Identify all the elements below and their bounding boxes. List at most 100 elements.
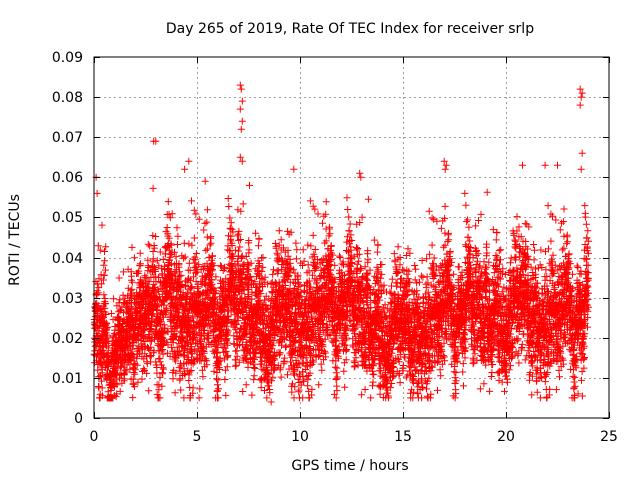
data-point: [143, 360, 151, 368]
data-point: [100, 291, 108, 299]
data-point: [214, 381, 221, 389]
data-point: [160, 262, 168, 270]
data-point: [94, 242, 102, 250]
data-point: [270, 266, 277, 274]
data-point: [175, 364, 183, 372]
data-point: [340, 367, 348, 375]
data-point: [185, 371, 193, 379]
data-point: [164, 198, 172, 206]
data-point: [269, 270, 277, 278]
data-point: [149, 262, 157, 270]
data-point: [156, 373, 164, 381]
data-point: [190, 206, 198, 214]
data-point: [201, 219, 209, 227]
data-point: [319, 219, 326, 227]
data-point: [238, 253, 246, 261]
data-point: [404, 245, 412, 253]
data-point: [419, 273, 427, 281]
data-point: [101, 248, 108, 255]
data-point: [263, 394, 271, 402]
data-point: [128, 243, 136, 251]
data-point: [203, 206, 211, 214]
data-point: [158, 264, 165, 272]
data-point: [224, 195, 232, 202]
data-point: [102, 311, 110, 318]
data-point: [192, 250, 200, 257]
data-point: [417, 272, 425, 280]
data-point: [113, 381, 121, 389]
data-point: [144, 289, 151, 297]
data-point: [225, 203, 233, 210]
data-point: [358, 391, 366, 399]
data-point: [116, 296, 124, 304]
data-point: [131, 370, 139, 378]
data-point: [140, 365, 148, 373]
data-point: [277, 373, 285, 381]
data-point: [418, 394, 426, 402]
data-point: [239, 388, 247, 395]
data-point: [255, 242, 262, 250]
data-point: [411, 262, 419, 269]
data-point: [143, 369, 151, 377]
data-point: [145, 264, 152, 271]
data-point: [165, 234, 173, 242]
data-point: [192, 210, 200, 218]
data-point: [196, 385, 204, 393]
data-point: [327, 242, 335, 250]
data-point: [344, 206, 352, 213]
data-point: [429, 259, 437, 267]
data-point: [154, 274, 162, 281]
data-point: [430, 254, 438, 262]
data-point: [248, 391, 256, 399]
data-point: [309, 231, 317, 239]
data-point: [158, 382, 166, 390]
data-point: [195, 215, 203, 223]
data-point: [186, 276, 194, 284]
data-point: [159, 256, 167, 263]
data-point: [246, 181, 253, 189]
data-point: [171, 389, 179, 397]
data-point: [153, 322, 161, 330]
data-point: [177, 284, 185, 292]
data-point: [150, 244, 158, 252]
data-point: [195, 260, 203, 268]
data-point: [188, 283, 196, 291]
data-point: [242, 381, 250, 389]
data-point: [370, 371, 378, 379]
data-point: [171, 248, 178, 256]
data-point: [275, 227, 283, 235]
data-point: [133, 355, 141, 363]
data-point: [176, 272, 184, 280]
data-point: [428, 214, 436, 222]
data-point: [149, 255, 157, 263]
data-point: [131, 383, 138, 391]
data-point: [107, 310, 115, 317]
data-point: [178, 294, 186, 301]
data-point: [322, 198, 330, 206]
data-point: [120, 268, 127, 276]
data-point: [178, 334, 186, 342]
data-point: [158, 333, 166, 341]
data-point: [98, 221, 106, 229]
data-point: [100, 261, 108, 269]
data-point: [174, 306, 182, 314]
data-point: [189, 384, 197, 392]
data-point: [153, 257, 161, 265]
data-point: [213, 375, 220, 383]
data-point: [133, 361, 141, 369]
data-point: [259, 254, 267, 261]
data-point: [376, 390, 384, 398]
data-point: [190, 273, 197, 281]
data-point: [97, 280, 105, 288]
data-point: [177, 271, 185, 279]
data-point: [300, 257, 308, 265]
data-point: [196, 331, 204, 339]
data-point: [104, 323, 112, 331]
data-point: [145, 387, 153, 395]
data-point: [163, 304, 171, 312]
data-point: [231, 362, 239, 370]
data-point: [291, 371, 298, 379]
data-point: [167, 241, 175, 249]
data-point: [227, 219, 235, 227]
